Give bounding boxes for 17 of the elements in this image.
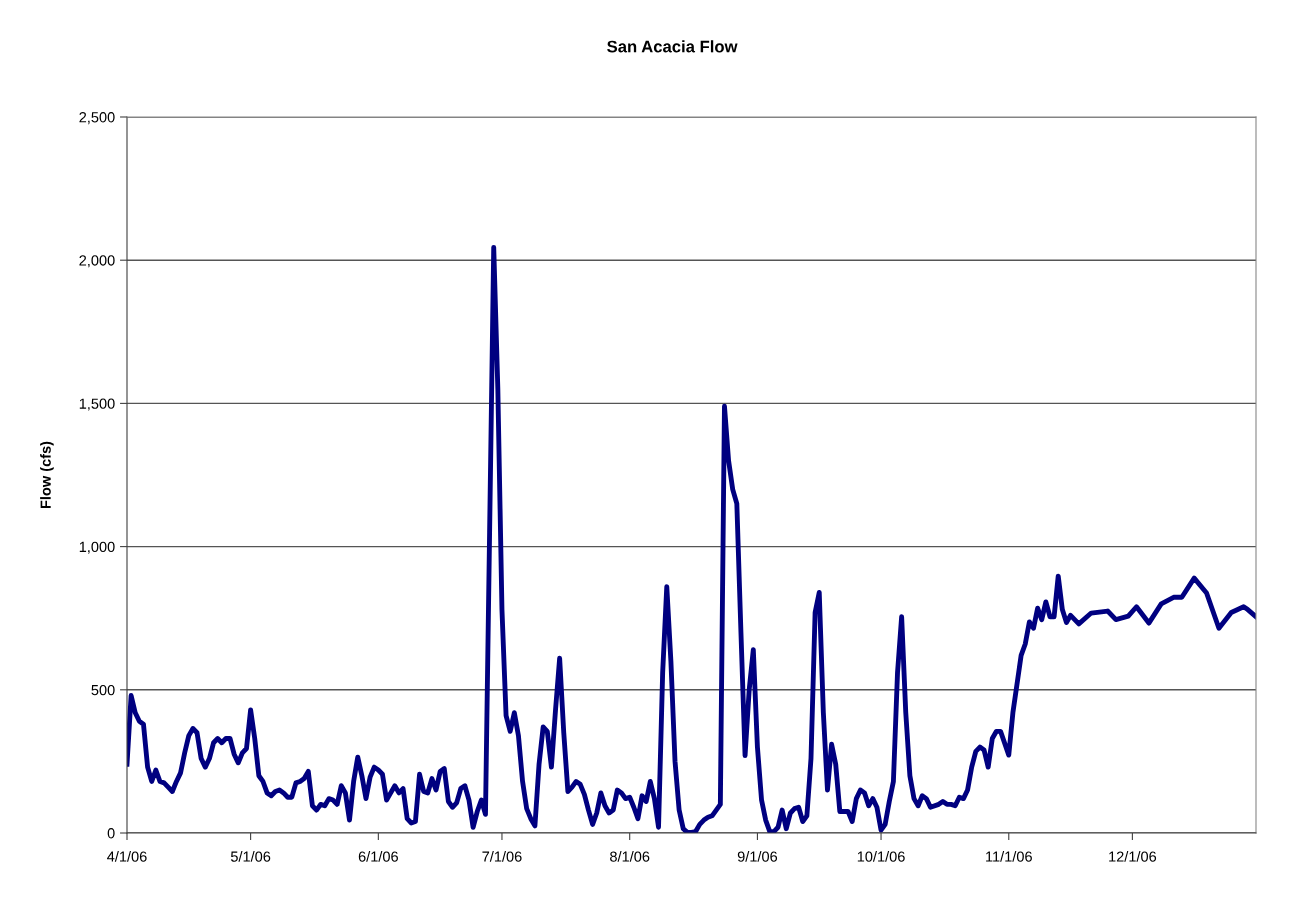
x-tick-label: 11/1/06 [986,851,1032,862]
x-tick-label: 10/1/06 [857,851,905,862]
x-tick-label: 4/1/06 [107,851,147,862]
x-tick-label: 12/1/06 [1109,851,1157,862]
x-tick-label: 7/1/06 [482,851,522,862]
x-tick-label: 6/1/06 [358,851,398,862]
x-tick-label: 8/1/06 [610,851,650,862]
y-tick-label: 0 [107,828,115,839]
y-axis-title: Flow (cfs) [40,441,54,509]
y-tick-label: 2,500 [79,112,115,125]
x-tick-label: 9/1/06 [737,851,778,862]
chart-title: San Acacia Flow [607,40,738,53]
y-tick-label: 1,500 [79,398,115,411]
x-tick-label: 5/1/06 [230,851,271,862]
y-tick-label: 1,000 [79,541,115,554]
y-tick-label: 500 [91,684,115,696]
y-tick-label: 2,000 [79,255,115,268]
